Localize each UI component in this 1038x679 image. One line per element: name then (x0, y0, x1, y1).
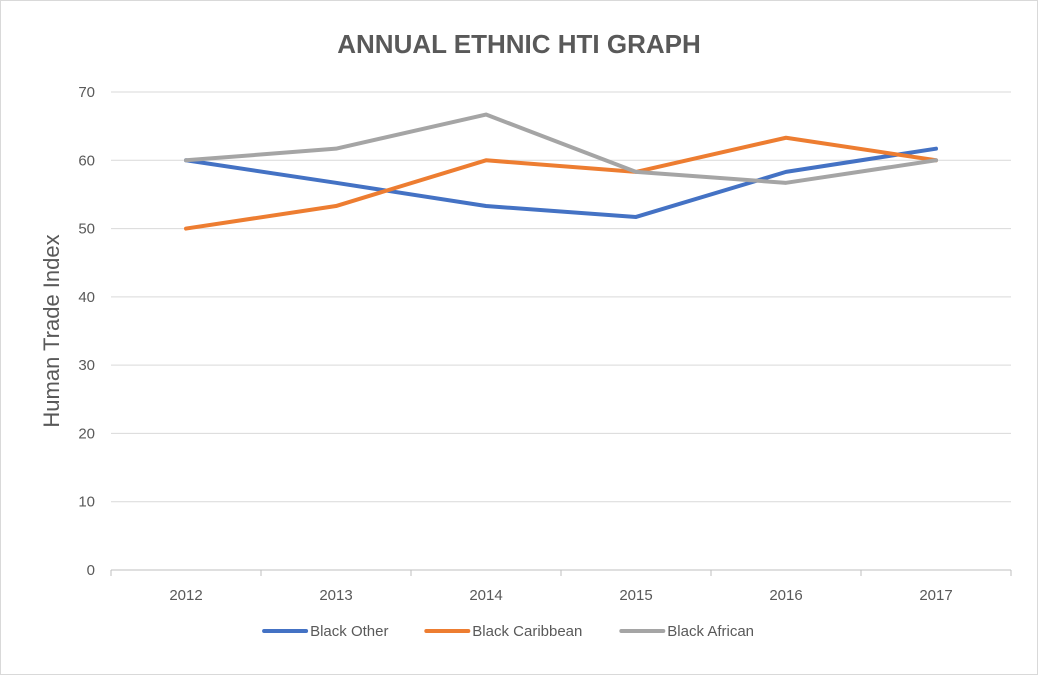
series-line-black-other (184, 146, 938, 219)
legend-item: Black Caribbean (424, 623, 582, 640)
y-tick-label: 50 (78, 221, 95, 238)
y-tick-label: 10 (78, 494, 95, 511)
y-axis-label: Human Trade Index (39, 234, 64, 427)
legend-item: Black African (619, 623, 754, 640)
y-tick-label: 30 (78, 357, 95, 374)
x-tick-label: 2014 (469, 587, 502, 604)
x-axis (110, 569, 1012, 576)
x-tick-label: 2012 (169, 587, 202, 604)
y-tick-label: 0 (87, 562, 95, 579)
x-tick-labels: 2012 2013 2014 2015 2016 2017 (169, 587, 952, 604)
x-tick-label: 2013 (319, 587, 352, 604)
x-tick-label: 2016 (769, 587, 802, 604)
legend-item: Black Other (262, 623, 388, 640)
legend-label: Black African (667, 623, 754, 640)
series-lines (184, 112, 938, 231)
y-tick-label: 70 (78, 84, 95, 101)
x-tick-label: 2017 (919, 587, 952, 604)
y-tick-label: 40 (78, 289, 95, 306)
y-tick-label: 60 (78, 152, 95, 169)
chart-title: ANNUAL ETHNIC HTI GRAPH (337, 29, 701, 59)
gridlines (111, 91, 1011, 503)
series-line-black-african (184, 112, 938, 185)
series-line-black-caribbean (184, 135, 938, 231)
x-tick-label: 2015 (619, 587, 652, 604)
y-tick-labels: 0 10 20 30 40 50 60 70 (78, 84, 95, 579)
legend-label: Black Caribbean (472, 623, 582, 640)
legend: Black Other Black Caribbean Black African (262, 623, 754, 640)
y-tick-label: 20 (78, 425, 95, 442)
legend-label: Black Other (310, 623, 388, 640)
